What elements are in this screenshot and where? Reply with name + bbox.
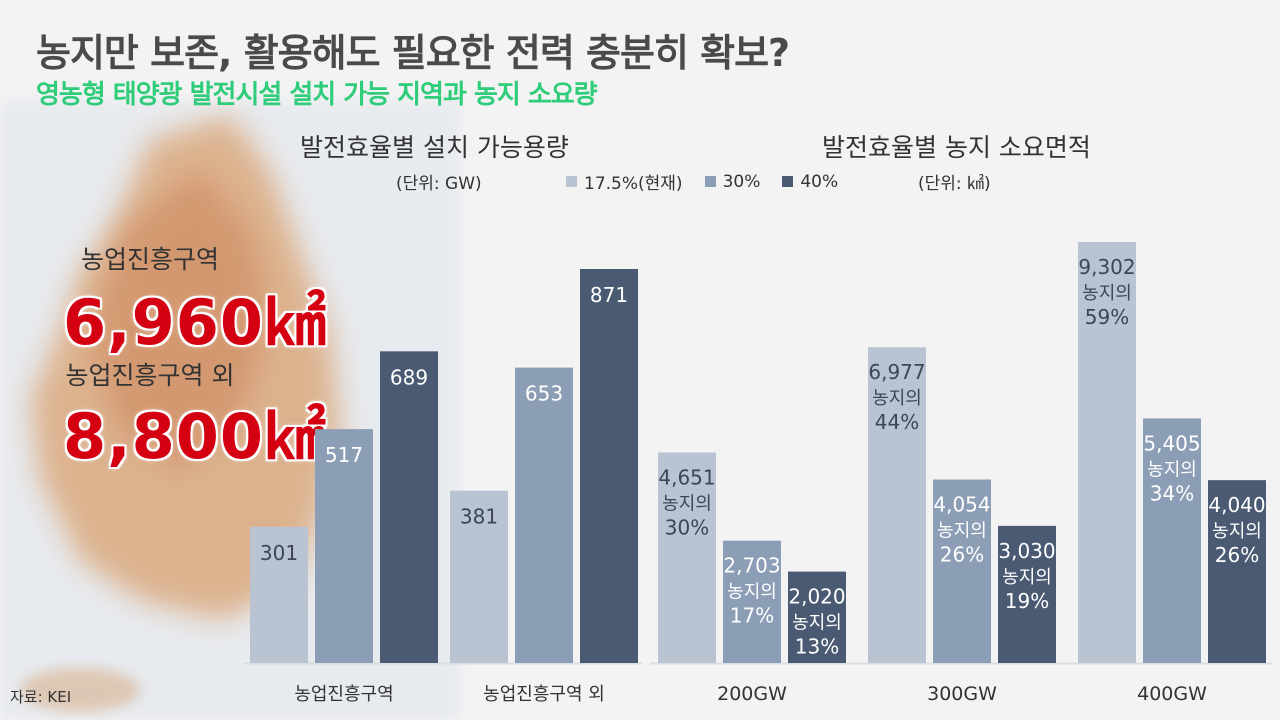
chart1-bar: [450, 490, 508, 663]
region-value-non-promotion: 8,800㎢: [62, 400, 328, 473]
chart1-bar: [580, 269, 638, 663]
chart2-bar-share-label: 30%: [665, 516, 709, 540]
region-value-promotion: 6,960㎢: [62, 286, 328, 359]
chart2-bar-share-label: 농지의: [1147, 459, 1197, 480]
chart2-category-label: 300GW: [927, 683, 997, 705]
chart2-bar-share-label: 13%: [795, 635, 839, 659]
legend-item: 40%: [782, 172, 838, 192]
chart2-bar: [658, 452, 716, 663]
chart2-category-label: 200GW: [717, 683, 787, 705]
legend: 17.5%(현재) 30% 40%: [566, 169, 860, 194]
chart1-bar: [315, 429, 373, 663]
chart2-bar-value-label: 5,405: [1143, 431, 1200, 455]
chart2-category-label: 400GW: [1137, 683, 1207, 705]
chart2-bar-value-label: 4,040: [1208, 493, 1265, 517]
legend-label: 17.5%(현재): [584, 174, 683, 194]
source-note: 자료: KEI: [10, 688, 72, 706]
chart1-bar-label: 689: [390, 365, 428, 389]
chart2-bar-value-label: 9,302: [1078, 255, 1135, 279]
region-label-promotion: 농업진흥구역: [80, 245, 219, 274]
region-label-non-promotion: 농업진흥구역 외: [65, 361, 235, 390]
chart2-bar-share-label: 34%: [1150, 481, 1194, 505]
chart2-title: 발전효율별 농지 소요면적: [822, 133, 1091, 162]
chart2-bar-value-label: 6,977: [868, 360, 925, 384]
jeju-island-shape: [20, 668, 140, 712]
chart2-bar-share-label: 농지의: [872, 388, 922, 409]
chart2-bar-share-label: 농지의: [727, 582, 777, 603]
chart2-bar: [868, 347, 926, 663]
chart2-bar-share-label: 농지의: [1002, 567, 1052, 588]
chart2-bar: [1143, 418, 1201, 663]
chart1-bar-label: 653: [525, 382, 563, 406]
chart2-bar-share-label: 19%: [1005, 589, 1049, 613]
chart2-bar-share-label: 59%: [1085, 305, 1129, 329]
chart2-bar-value-label: 2,020: [788, 585, 845, 609]
chart2-bar: [933, 479, 991, 663]
legend-label: 30%: [722, 171, 761, 192]
chart1-bar-label: 517: [325, 443, 363, 467]
chart2-bar: [1208, 480, 1266, 663]
chart1-bar: [250, 526, 308, 663]
legend-swatch: [704, 176, 716, 187]
chart1-category-label: 농업진흥구역 외: [483, 684, 605, 705]
chart2-bar-share-label: 농지의: [1212, 521, 1262, 542]
chart2-bar-value-label: 4,054: [933, 493, 990, 517]
chart2-bar-value-label: 4,651: [658, 466, 715, 490]
chart1-bar-label: 871: [590, 283, 628, 307]
chart1-bar-label: 381: [460, 505, 498, 529]
chart2-bar: [1078, 242, 1136, 663]
legend-item: 30%: [704, 171, 761, 192]
chart2-bar-share-label: 26%: [1215, 543, 1259, 567]
chart1-bar: [380, 351, 438, 663]
chart2-bar-value-label: 3,030: [998, 539, 1055, 563]
chart2-bar-share-label: 농지의: [662, 494, 712, 515]
chart2-bar-share-label: 농지의: [937, 521, 987, 542]
chart2-bar-share-label: 농지의: [1082, 283, 1132, 304]
chart2-unit: (단위: ㎢): [918, 174, 991, 194]
chart2-bar-share-label: 17%: [730, 604, 774, 628]
chart1-bar: [515, 367, 573, 663]
chart1-title: 발전효율별 설치 가능용량: [300, 133, 569, 162]
legend-swatch: [782, 176, 794, 187]
legend-item: 17.5%(현재): [566, 169, 683, 194]
chart2-bar-value-label: 2,703: [723, 554, 780, 578]
legend-swatch: [566, 176, 577, 187]
chart1-category-label: 농업진흥구역: [294, 684, 393, 705]
chart2-bar-share-label: 26%: [940, 543, 984, 567]
chart2-bar: [723, 540, 781, 663]
chart2-bar: [788, 571, 846, 663]
page-title: 농지만 보존, 활용해도 필요한 전력 충분히 확보?: [36, 31, 790, 75]
chart2-bar-share-label: 농지의: [792, 613, 842, 634]
chart1-unit: (단위: GW): [396, 174, 482, 194]
chart2-bar-share-label: 44%: [875, 410, 919, 434]
chart2-bar: [998, 525, 1056, 663]
page-subtitle: 영농형 태양광 발전시설 설치 가능 지역과 농지 소요량: [36, 80, 598, 110]
chart1-bar-label: 301: [260, 541, 298, 565]
legend-label: 40%: [800, 171, 839, 192]
